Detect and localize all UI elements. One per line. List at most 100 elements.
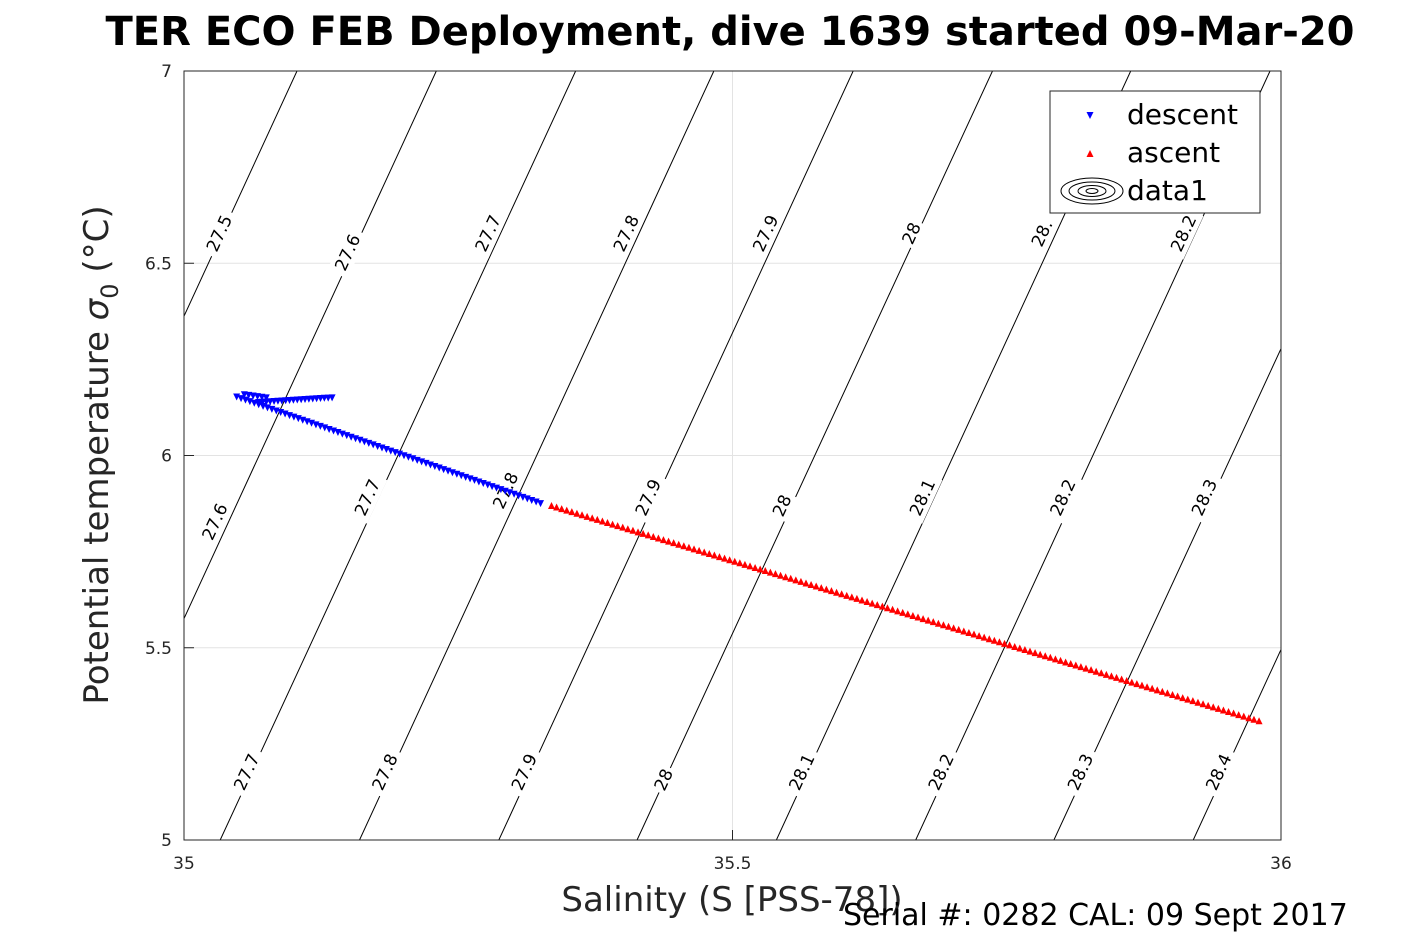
ascent-point	[614, 522, 622, 530]
ascent-point	[700, 548, 708, 556]
ascent-point	[894, 607, 902, 615]
ascent-point	[680, 542, 688, 550]
ascent-point	[1113, 673, 1121, 681]
ascent-point	[766, 568, 774, 576]
x-axis-label: Salinity (S [PSS-78])	[561, 880, 903, 920]
ascent-point	[817, 584, 825, 592]
x-tick-label: 35.5	[714, 854, 752, 874]
ascent-point	[1107, 672, 1115, 680]
ascent-point	[909, 611, 917, 619]
contour-label-gap	[902, 471, 943, 524]
contour-label-gap	[1198, 745, 1239, 799]
ascent-point	[1087, 666, 1095, 674]
ascent-point	[726, 556, 734, 564]
ascent-point	[1204, 701, 1212, 709]
ascent-point	[1082, 664, 1090, 672]
ascent-point	[980, 633, 988, 641]
ascent-point	[1235, 711, 1243, 719]
contour-label-gap	[781, 745, 822, 799]
ascent-point	[1006, 641, 1014, 649]
ascent-point	[1174, 692, 1182, 700]
density-contours	[184, 71, 1281, 840]
ascent-point	[1041, 652, 1049, 660]
ascent-point	[1026, 647, 1034, 655]
descent-series	[233, 391, 545, 508]
ascent-point	[802, 579, 810, 587]
ascent-point	[924, 616, 932, 624]
isopycnal-line	[184, 71, 298, 318]
isopycnal-line	[636, 71, 993, 840]
ascent-point	[715, 553, 723, 561]
y-axis-label-sub: 0	[96, 283, 124, 299]
ascent-point	[1240, 712, 1248, 720]
descent-point	[262, 394, 270, 402]
ascent-point	[883, 604, 891, 612]
contour-label-gap	[920, 745, 961, 799]
ascent-point	[1163, 689, 1171, 697]
contour-label-gap	[467, 206, 508, 260]
contour-label-gap	[895, 216, 927, 251]
contour-label-gap	[226, 745, 267, 799]
ascent-point	[1158, 687, 1166, 695]
ascent-point	[654, 534, 662, 542]
ascent-point	[771, 570, 779, 578]
ascent-point	[965, 629, 973, 637]
ascent-point	[670, 539, 678, 547]
ascent-point	[827, 587, 835, 595]
ascent-point	[853, 594, 861, 602]
contour-label-gap	[194, 495, 235, 549]
ascent-point	[1169, 690, 1177, 698]
ascent-point	[1031, 649, 1039, 657]
ascent-point	[695, 546, 703, 554]
ascent-point	[1021, 646, 1029, 654]
ascent-point	[751, 563, 759, 571]
ascent-point	[1250, 715, 1258, 723]
ascent-point	[649, 532, 657, 540]
ascent-point	[1219, 706, 1227, 714]
ascent-point	[833, 588, 841, 596]
ascent-point	[1118, 675, 1126, 683]
ascent-point	[598, 517, 606, 525]
ascent-point	[1011, 642, 1019, 650]
ascent-point	[1057, 656, 1065, 664]
y-tick-label: 5	[161, 831, 172, 851]
ascent-point	[619, 523, 627, 531]
ascent-point	[1194, 698, 1202, 706]
ascent-point	[1092, 667, 1100, 675]
chart-title: TER ECO FEB Deployment, dive 1639 starte…	[105, 9, 1355, 55]
contour-label-gap	[504, 745, 545, 799]
contour-label-gap	[1163, 206, 1204, 260]
ascent-point	[710, 551, 718, 559]
ascent-point	[761, 567, 769, 575]
ascent-point	[929, 618, 937, 626]
x-tick-label: 35	[173, 854, 195, 874]
contour-label-gap	[766, 488, 798, 523]
legend-data1-marker	[1060, 177, 1124, 205]
ascent-point	[945, 622, 953, 630]
ascent-point	[995, 638, 1003, 646]
contour-label-gap	[199, 206, 240, 260]
ascent-point	[639, 529, 647, 537]
ascent-point	[990, 636, 998, 644]
ascent-point	[1230, 709, 1238, 717]
ascent-point	[1128, 678, 1136, 686]
ascent-point	[975, 632, 983, 640]
contour-label-gap	[1042, 471, 1083, 524]
ascent-series	[547, 501, 1263, 725]
ascent-point	[939, 621, 947, 629]
ascent-point	[1225, 708, 1233, 716]
ascent-point	[603, 519, 611, 527]
isopycnal-line	[184, 71, 437, 620]
ascent-point	[593, 515, 601, 523]
ascent-point	[848, 593, 856, 601]
x-tick-label: 36	[1270, 854, 1292, 874]
ascent-point	[1072, 661, 1080, 669]
legend-data1-label: data1	[1127, 174, 1208, 207]
ascent-point	[843, 591, 851, 599]
ascent-point	[741, 560, 749, 568]
ascent-point	[736, 559, 744, 567]
ascent-point	[578, 511, 586, 519]
contour-label-gap	[1184, 471, 1225, 524]
ascent-point	[873, 601, 881, 609]
ascent-point	[1046, 653, 1054, 661]
